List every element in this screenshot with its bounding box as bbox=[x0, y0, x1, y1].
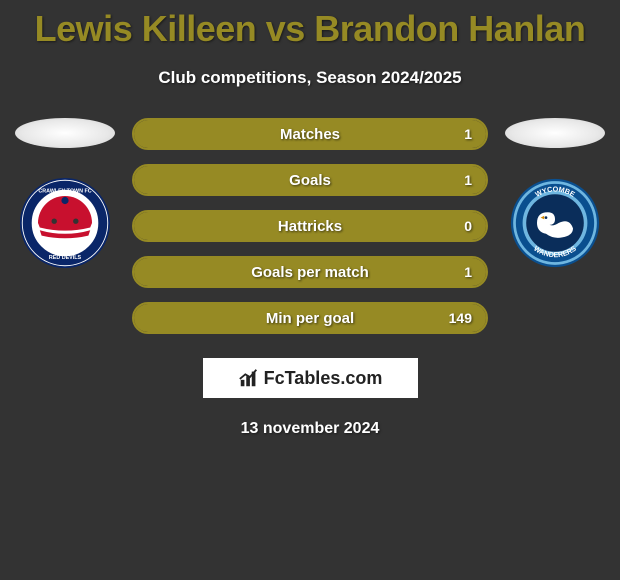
stat-right-value: 1 bbox=[464, 172, 486, 188]
svg-text:CRAWLEY TOWN FC: CRAWLEY TOWN FC bbox=[38, 188, 91, 194]
stat-bar: Goals 1 bbox=[132, 164, 488, 196]
player-left-photo-placeholder bbox=[15, 118, 115, 148]
fctables-logo-text: FcTables.com bbox=[264, 368, 383, 389]
snapshot-date: 13 november 2024 bbox=[0, 420, 620, 438]
stat-right-value: 0 bbox=[464, 218, 486, 234]
fctables-logo[interactable]: FcTables.com bbox=[203, 358, 418, 398]
stats-column: Matches 1 Goals 1 Hattricks 0 Goals per match 1… bbox=[120, 118, 500, 334]
player-left-column: CRAWLEY TOWN FC RED DEVILS bbox=[10, 118, 120, 268]
stat-bar: Min per goal 149 bbox=[132, 302, 488, 334]
stat-label: Goals per match bbox=[251, 264, 369, 281]
stat-label: Goals bbox=[289, 172, 331, 189]
player-right-club-badge: WYCOMBE WANDERERS bbox=[510, 178, 600, 268]
player-left-club-badge: CRAWLEY TOWN FC RED DEVILS bbox=[20, 178, 110, 268]
stat-label: Hattricks bbox=[278, 218, 342, 235]
svg-text:RED DEVILS: RED DEVILS bbox=[49, 255, 82, 261]
comparison-main: CRAWLEY TOWN FC RED DEVILS Matches1Goals… bbox=[0, 118, 620, 334]
stat-right-value: 1 bbox=[464, 264, 486, 280]
comparison-subtitle: Club competitions, Season 2024/2025 bbox=[0, 68, 620, 88]
stat-bar: Hattricks 0 bbox=[132, 210, 488, 242]
player-right-photo-placeholder bbox=[505, 118, 605, 148]
stat-bar: Matches 1 bbox=[132, 118, 488, 150]
bar-chart-icon bbox=[238, 367, 260, 389]
stat-right-value: 149 bbox=[449, 310, 486, 326]
stat-right-value: 1 bbox=[464, 126, 486, 142]
comparison-title: Lewis Killeen vs Brandon Hanlan bbox=[0, 0, 620, 50]
player-right-column: WYCOMBE WANDERERS bbox=[500, 118, 610, 268]
stat-bar: Goals per match 1 bbox=[132, 256, 488, 288]
stat-label: Min per goal bbox=[266, 310, 354, 327]
stat-label: Matches bbox=[280, 126, 340, 143]
